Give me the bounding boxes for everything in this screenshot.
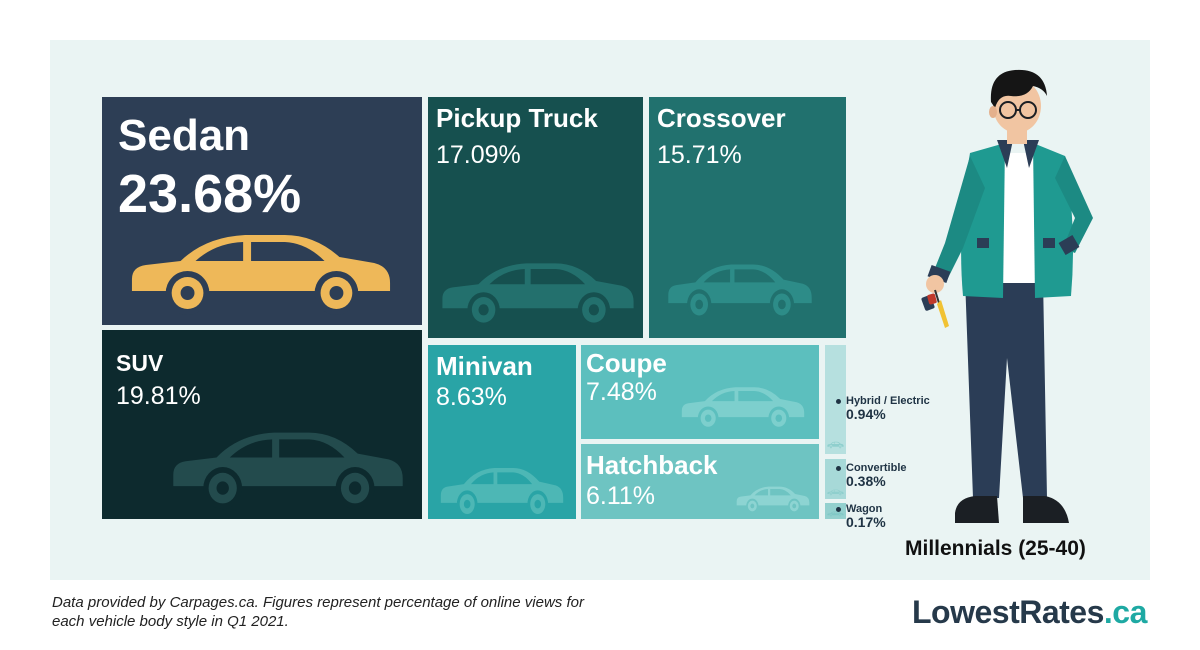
treemap-value-label: 6.11% (586, 482, 656, 510)
treemap-value-label: 7.48% (586, 378, 657, 406)
coupe-icon (681, 387, 805, 430)
treemap-tile-hybrid-electric (825, 345, 846, 454)
treemap-category-label: Minivan (436, 351, 533, 381)
brand-tld: .ca (1103, 594, 1147, 630)
treemap-tile-wagon (825, 503, 846, 519)
treemap-category-label: SUV (116, 350, 164, 376)
treemap-category-label: Wagon (836, 503, 886, 515)
treemap-category-label: Hatchback (586, 450, 718, 480)
treemap-outside-label-hybrid-electric: Hybrid / Electric 0.94% (836, 395, 930, 422)
treemap-category-label: Coupe (586, 348, 667, 378)
treemap-value-label: 17.09% (436, 141, 521, 169)
brand-name: LowestRates (912, 594, 1104, 630)
leader-dot (836, 506, 841, 512)
millennial-person-illustration (921, 69, 1093, 523)
treemap-category-label: Crossover (657, 103, 786, 133)
treemap-tile-pickup-truck: Pickup Truck 17.09% (428, 97, 643, 338)
hatchback-icon (736, 486, 810, 514)
treemap-value-label: 0.38% (846, 473, 886, 490)
leader-dot (836, 465, 841, 471)
treemap-value-label: 0.17% (846, 514, 886, 531)
treemap-outside-label-convertible: Convertible 0.38% (836, 462, 907, 489)
treemap-outside-label-wagon: Wagon 0.17% (836, 503, 886, 530)
group-label: Millennials (25-40) (905, 537, 1086, 560)
treemap-value-label: 23.68% (118, 164, 302, 224)
treemap-category-label: Convertible (836, 462, 907, 474)
hybrid-car-icon (827, 441, 844, 449)
convertible-icon (827, 489, 844, 496)
treemap-tile-crossover: Crossover 15.71% (649, 97, 846, 338)
treemap-tile-hatchback: Hatchback 6.11% (581, 444, 819, 519)
brand-logo: LowestRates.ca (912, 594, 1147, 631)
treemap-category-label: Hybrid / Electric (836, 395, 930, 407)
leader-dot (836, 398, 841, 404)
pickup-truck-icon (442, 263, 634, 328)
sedan-icon (131, 235, 391, 315)
treemap-value-label: 19.81% (116, 382, 201, 410)
treemap-value-label: 15.71% (657, 141, 742, 169)
treemap-tile-minivan: Minivan 8.63% (428, 345, 576, 519)
treemap-category-label: Sedan (118, 111, 251, 160)
treemap-category-label: Pickup Truck (436, 103, 598, 133)
crossover-icon (668, 264, 812, 320)
data-source-footnote: Data provided by Carpages.ca. Figures re… (52, 594, 584, 630)
minivan-icon (440, 467, 564, 518)
suv-icon (173, 432, 403, 510)
wagon-icon (827, 511, 844, 517)
treemap-tile-sedan: Sedan 23.68% (102, 97, 422, 325)
treemap-value-label: 8.63% (436, 383, 507, 411)
treemap-tile-coupe: Coupe 7.48% (581, 345, 819, 439)
treemap-value-label: 0.94% (846, 406, 886, 423)
treemap-tile-suv: SUV 19.81% (102, 330, 422, 519)
